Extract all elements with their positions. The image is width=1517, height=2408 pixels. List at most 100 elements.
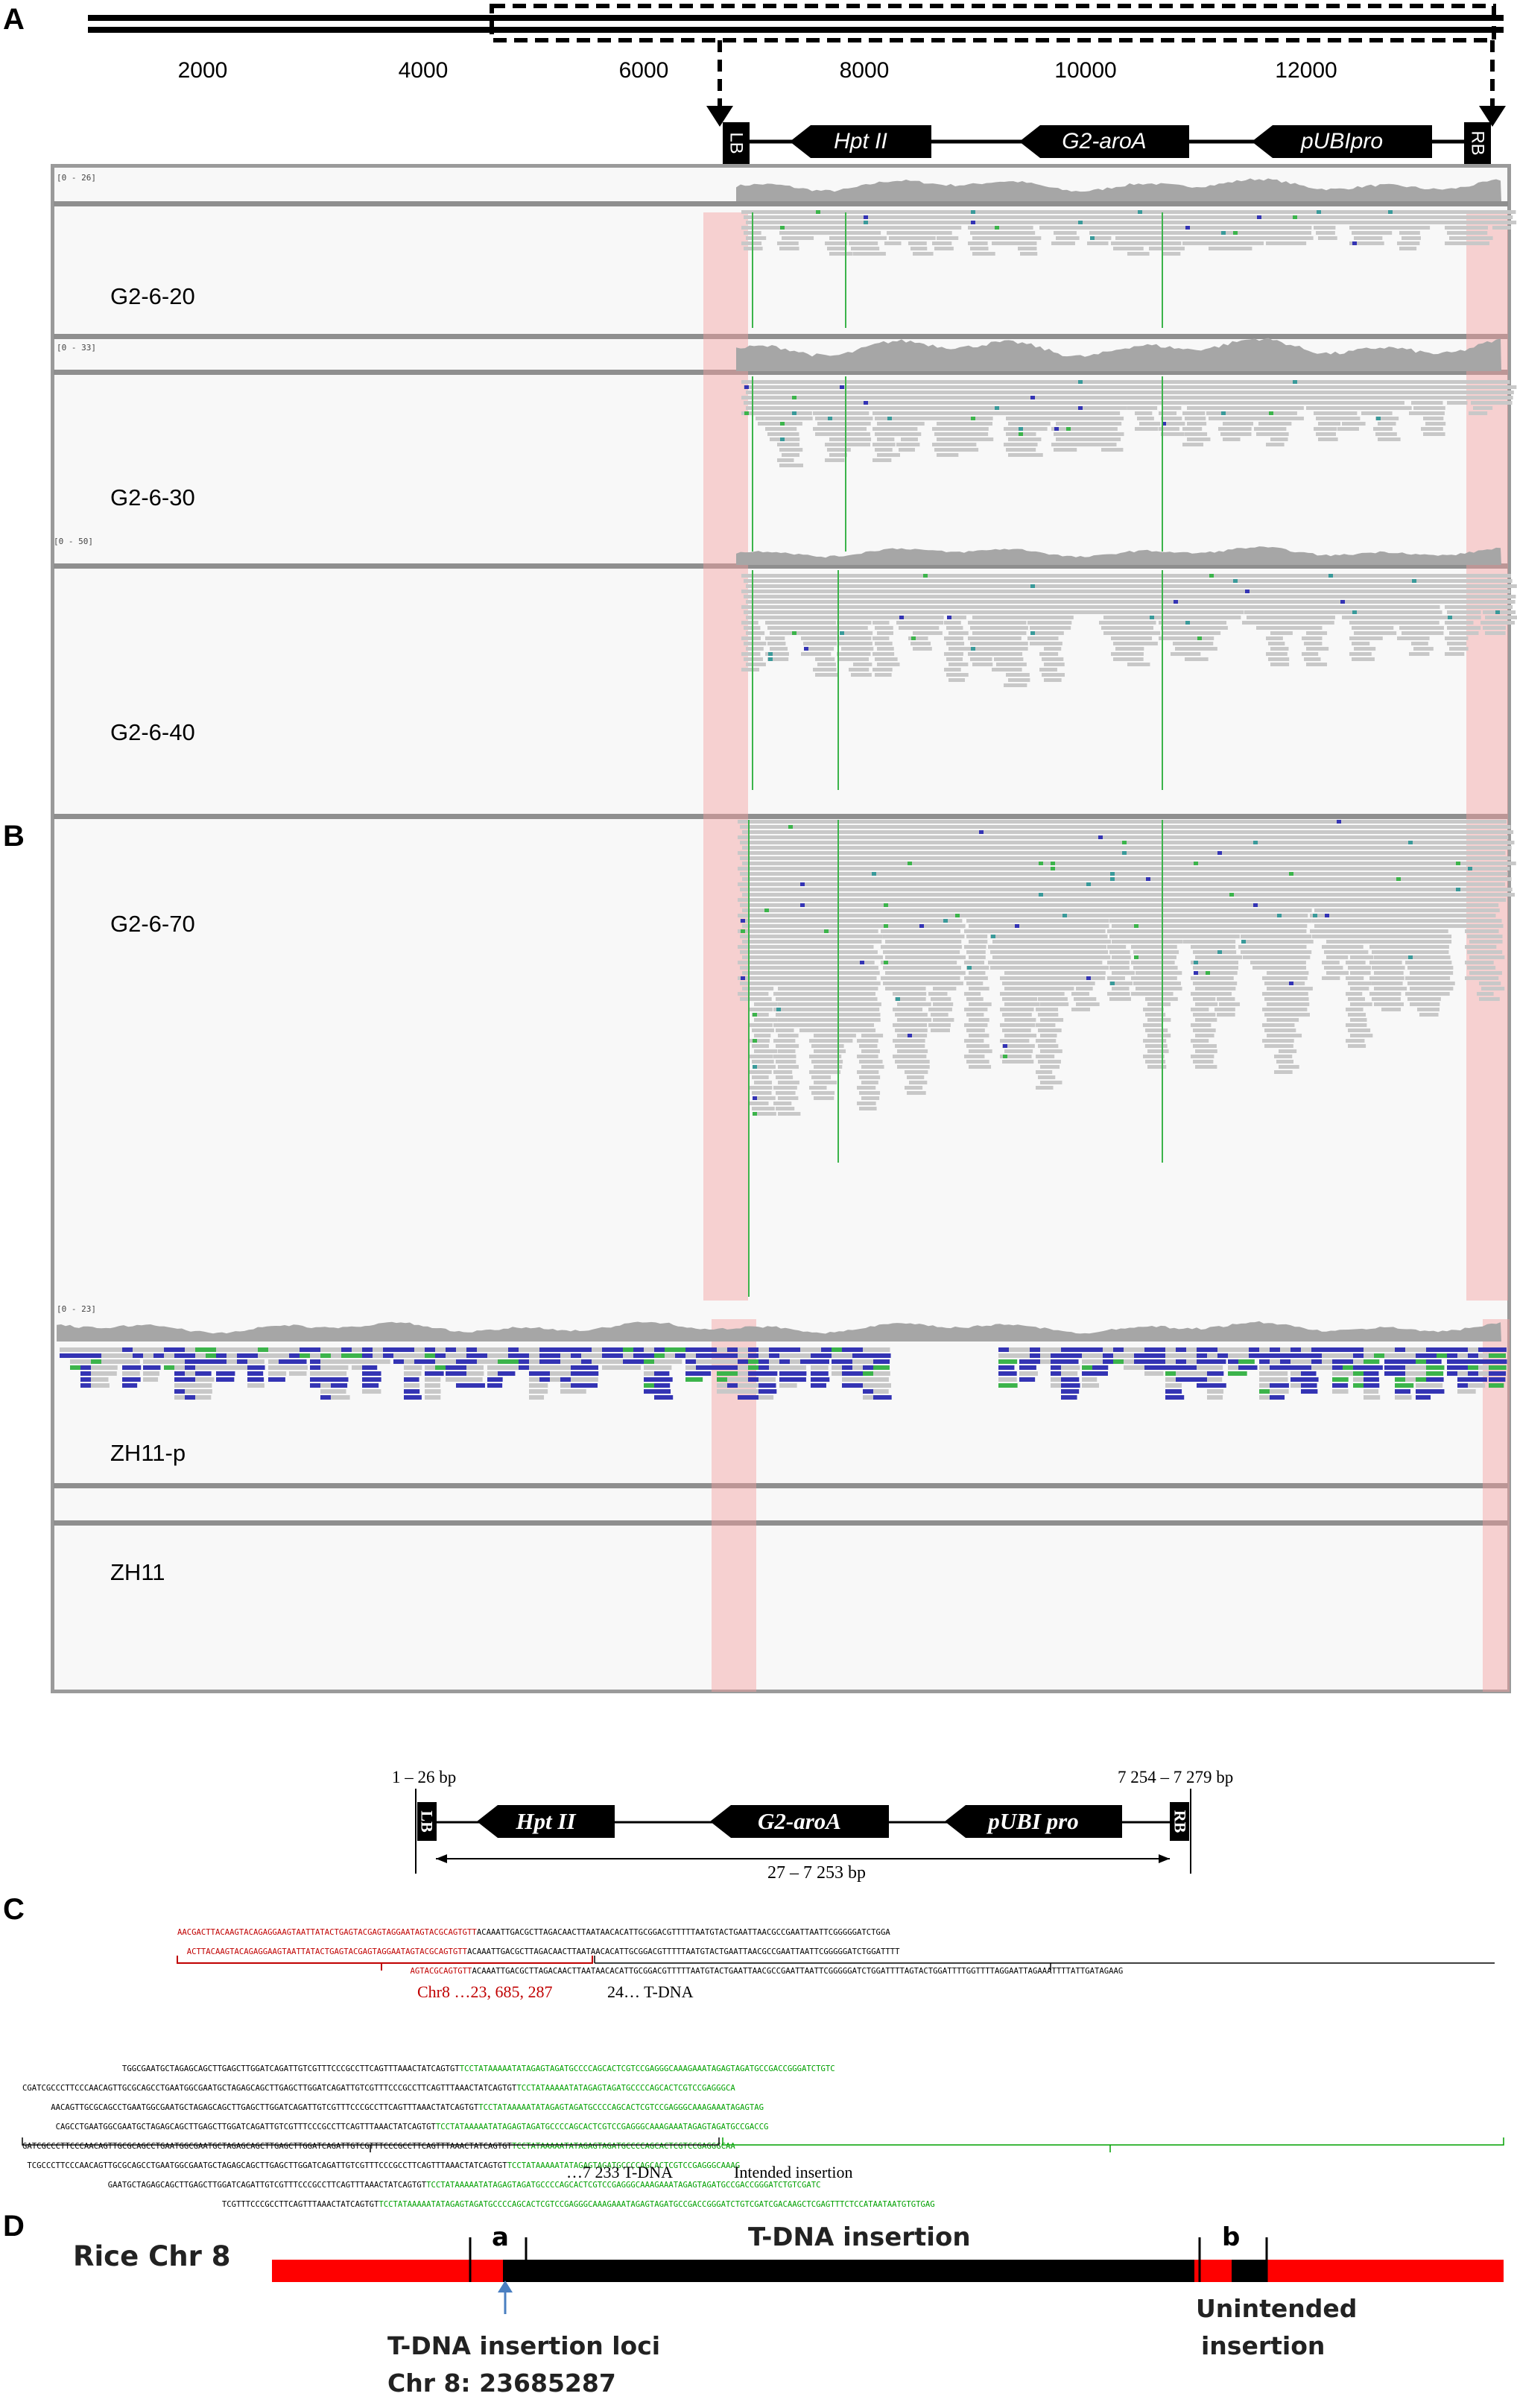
read [1276,1013,1297,1017]
read [1449,584,1468,588]
read [1433,396,1453,399]
read [1348,825,1371,829]
read [1244,401,1264,405]
read [778,940,802,944]
read [861,893,885,897]
read [1384,825,1406,829]
read [1167,929,1185,933]
read [1306,221,1326,224]
read [1155,835,1176,839]
mismatch [864,215,868,219]
read [1342,584,1364,588]
read [1270,647,1289,651]
read [797,961,816,964]
read [779,417,796,420]
read [1385,574,1407,578]
read [1060,835,1083,839]
read [1030,579,1054,583]
read [931,825,949,829]
read [1109,997,1132,1001]
read [753,210,772,214]
read [216,1365,233,1370]
read [1286,882,1305,886]
read [1050,856,1073,860]
read [922,417,943,420]
read [1324,856,1347,860]
read [1407,919,1431,923]
read [143,1377,159,1382]
read [1419,903,1442,907]
read [1143,820,1165,824]
read [849,443,871,446]
read [988,820,1007,824]
read [875,610,895,614]
read [871,856,895,860]
read [1087,574,1109,578]
read [1337,210,1355,214]
read [1086,903,1103,907]
read [1349,226,1370,230]
read [809,1008,827,1011]
read [1218,427,1240,431]
read [1288,997,1309,1001]
read [741,226,759,230]
read [1199,391,1218,394]
read [1064,862,1083,865]
read [738,961,758,964]
read [934,579,956,583]
read [1024,835,1046,839]
read [865,252,886,256]
read [746,391,767,394]
read [1048,867,1070,870]
read [1495,215,1513,219]
read [1294,221,1318,224]
read [1004,1049,1022,1053]
read [1145,872,1165,876]
read [1334,945,1353,949]
read [896,590,919,593]
read [185,1371,200,1376]
read [1304,579,1326,583]
read [1274,851,1295,855]
read [237,1353,255,1358]
read [1238,820,1256,824]
read [969,1034,989,1037]
read [1036,1086,1054,1090]
read [1361,396,1380,399]
read [814,1096,834,1100]
read [910,417,930,420]
read [1268,401,1285,405]
read [1044,616,1065,619]
read [1143,961,1166,964]
read [769,1353,788,1358]
read [811,1383,826,1388]
gene-pubipro: pUBIpro [1252,125,1432,158]
read [1294,584,1318,588]
read [968,574,986,578]
read [1223,584,1240,588]
read [833,851,857,855]
mismatch [1468,867,1472,870]
read [909,830,933,834]
read [916,945,940,949]
read [1378,600,1401,604]
read [871,919,890,923]
read [1492,605,1513,609]
read [1056,221,1077,224]
read [727,1353,744,1358]
read [633,1347,652,1352]
read [1405,1353,1422,1358]
read [247,1347,266,1352]
read [1145,950,1163,954]
read [1207,1359,1226,1364]
read [933,940,957,944]
read [1214,898,1237,902]
read [770,647,788,651]
read [943,825,962,829]
read [916,898,935,902]
read [1352,642,1370,645]
read [1443,888,1466,891]
read [1338,862,1360,865]
read [990,825,1013,829]
read [752,1075,769,1079]
